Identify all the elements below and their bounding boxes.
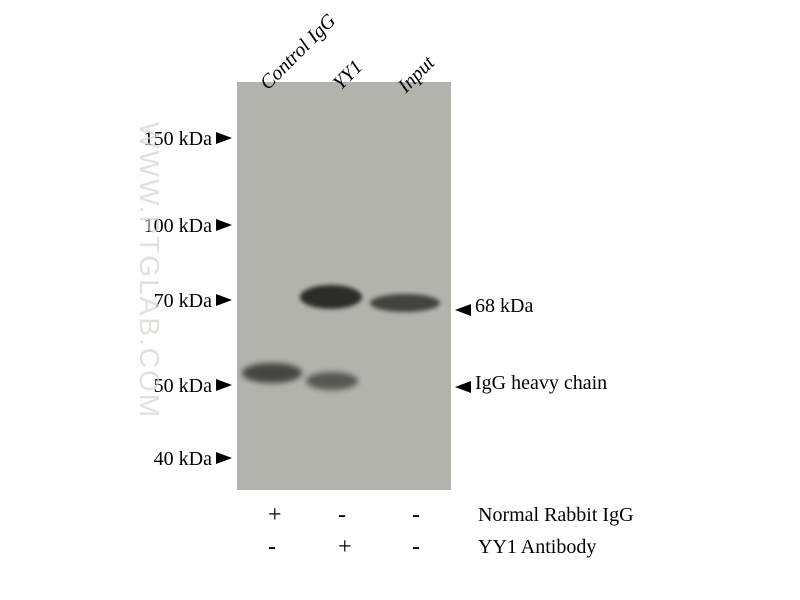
condition-mark-0-0: + xyxy=(268,502,282,529)
band-1 xyxy=(370,294,440,312)
condition-mark-0-2: - xyxy=(412,502,420,529)
band-2 xyxy=(242,363,302,383)
right-label-0: 68 kDa xyxy=(475,295,533,318)
condition-mark-1-0: - xyxy=(268,534,276,561)
band-0 xyxy=(300,285,362,309)
marker-label-4: 40 kDa xyxy=(154,448,212,471)
marker-arrow-3 xyxy=(216,379,232,391)
marker-arrow-0 xyxy=(216,132,232,144)
right-label-1: IgG heavy chain xyxy=(475,372,607,395)
condition-mark-0-1: - xyxy=(338,502,346,529)
marker-arrow-1 xyxy=(216,219,232,231)
right-arrow-1 xyxy=(455,381,471,393)
marker-arrow-2 xyxy=(216,294,232,306)
band-3 xyxy=(306,372,358,390)
figure-container: WWW.PTGLAB.COM Control IgGYY1Input 150 k… xyxy=(0,0,800,600)
condition-mark-1-1: + xyxy=(338,534,352,561)
condition-label-1: YY1 Antibody xyxy=(478,536,596,559)
watermark-text: WWW.PTGLAB.COM xyxy=(133,122,165,419)
condition-label-0: Normal Rabbit IgG xyxy=(478,504,634,527)
condition-mark-1-2: - xyxy=(412,534,420,561)
right-arrow-0 xyxy=(455,304,471,316)
marker-arrow-4 xyxy=(216,452,232,464)
